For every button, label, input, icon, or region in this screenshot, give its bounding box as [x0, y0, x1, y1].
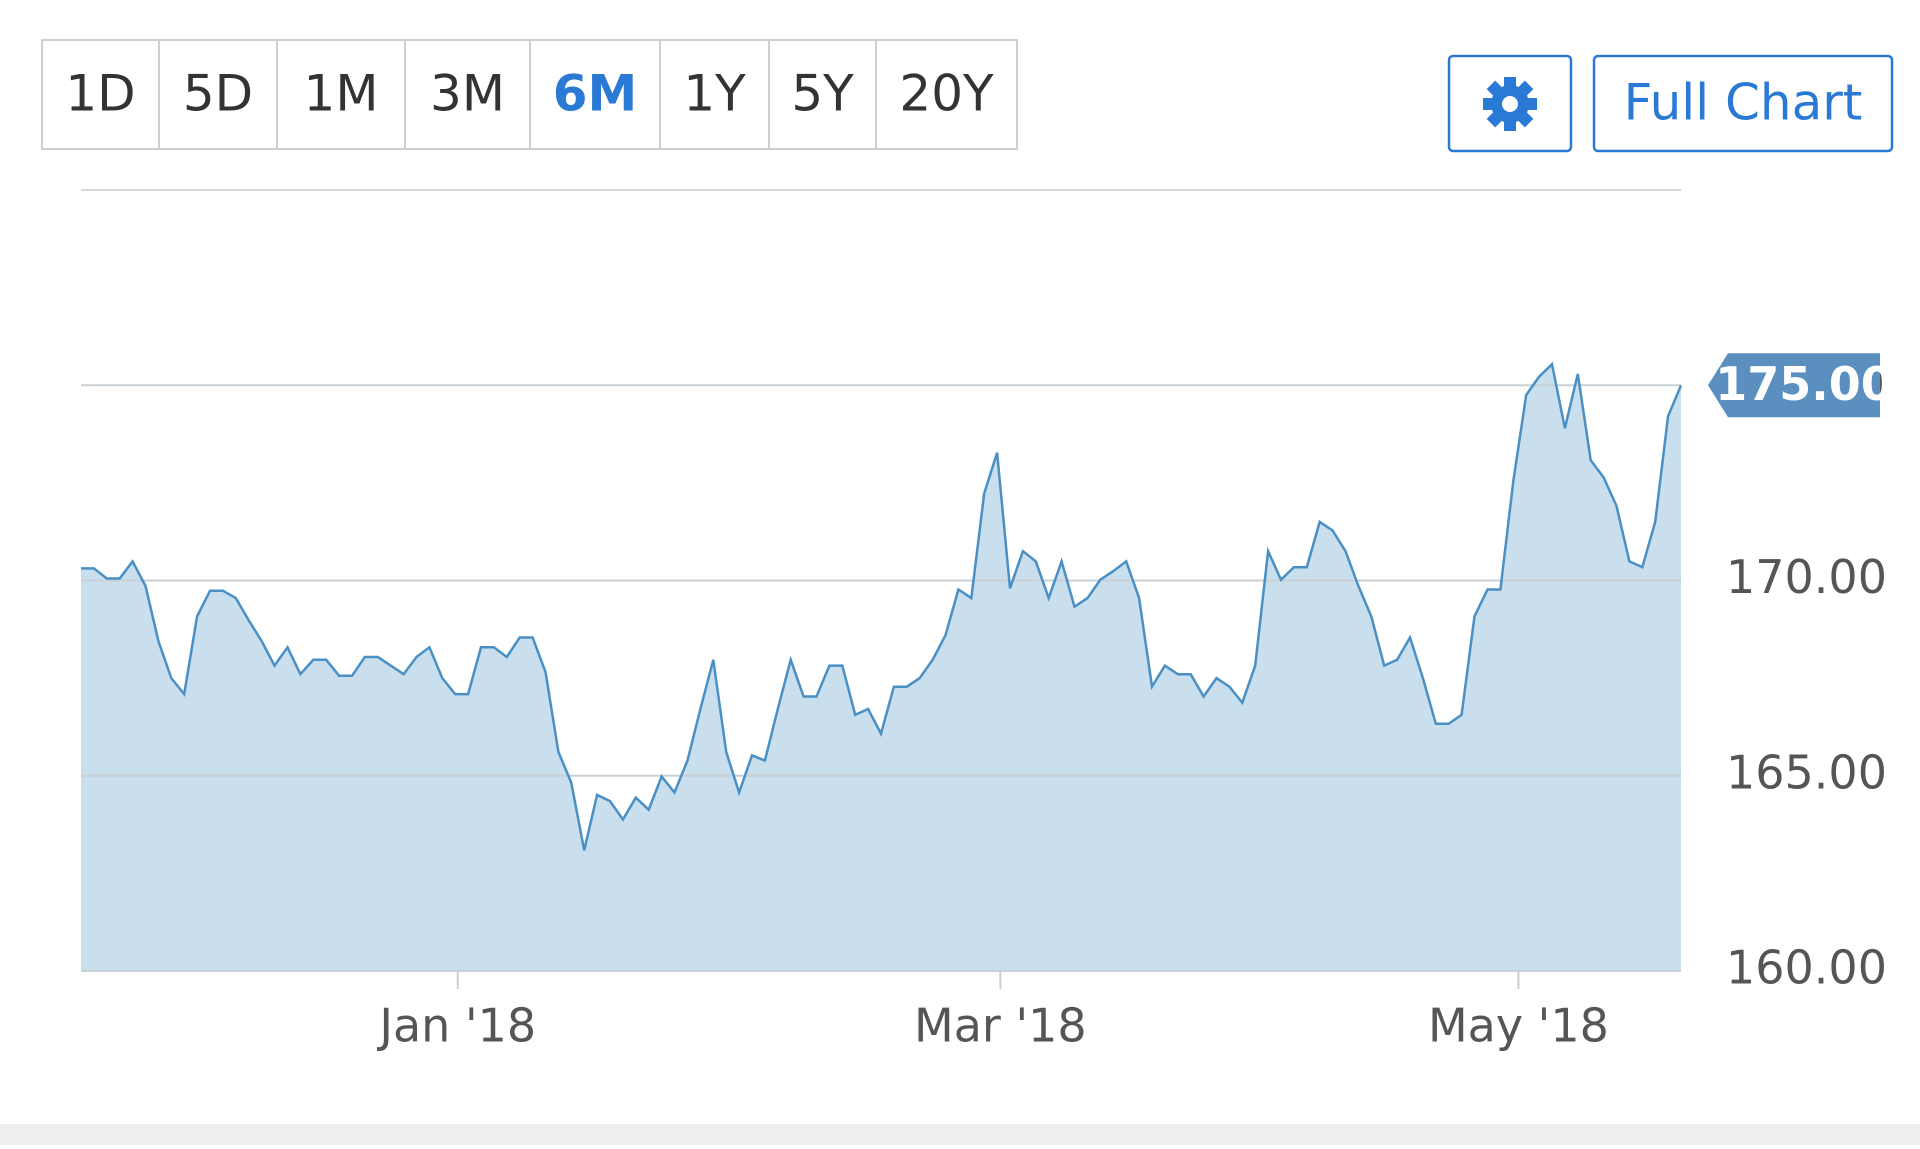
y-tick-label: 165.00 [1726, 745, 1887, 799]
range-button[interactable]: 1Y [683, 65, 746, 123]
y-tick-label: 170.00 [1726, 550, 1887, 604]
gear-icon [1483, 77, 1537, 131]
x-tick-label: Mar '18 [914, 999, 1087, 1053]
range-button[interactable]: 6M [553, 65, 638, 123]
range-button[interactable]: 3M [430, 65, 505, 123]
last-price-flag [1708, 353, 1880, 418]
range-button[interactable]: 5Y [791, 65, 854, 123]
price-area [81, 364, 1681, 971]
range-button[interactable]: 20Y [899, 65, 994, 123]
range-button[interactable]: 5D [183, 65, 253, 123]
y-tick-label: 160.00 [1726, 941, 1887, 995]
range-button[interactable]: 1M [304, 65, 379, 123]
x-tick-label: Jan '18 [376, 999, 536, 1053]
price-line [81, 361, 1683, 851]
full-chart-label[interactable]: Full Chart [1624, 74, 1863, 132]
x-tick-label: May '18 [1428, 999, 1609, 1053]
full-chart-button[interactable] [1592, 54, 1894, 153]
last-price-label: 175.00 [1715, 357, 1893, 411]
range-button[interactable]: 1D [65, 65, 135, 123]
footer-band [0, 1124, 1920, 1145]
